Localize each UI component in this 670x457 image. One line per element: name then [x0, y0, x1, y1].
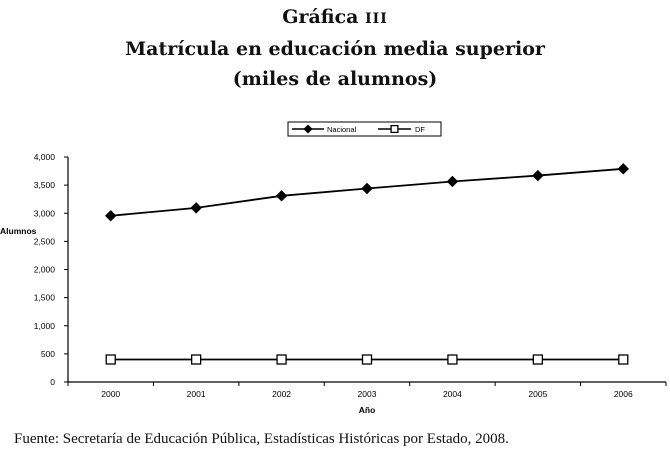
line-chart: 0 500 1,000 1,500 2,000 2,500 3,000 3,500 4,000 2… — [0, 121, 667, 415]
data-point-nacional — [361, 182, 373, 195]
data-point-nacional — [190, 202, 202, 214]
data-point-nacional — [617, 163, 629, 175]
data-point-df — [532, 354, 544, 365]
data-point-nacional — [446, 175, 459, 188]
x-tick-label: 2000 — [101, 389, 120, 399]
x-tick-label: 2001 — [187, 389, 206, 399]
title-line-3: (miles de alumnos) — [232, 68, 438, 90]
title-label: Gráfica — [282, 6, 359, 28]
y-tick-label: 4,000 — [34, 152, 56, 162]
x-tick-label: 2002 — [272, 389, 291, 399]
source-note: Fuente: Secretaría de Educación Pública,… — [14, 431, 509, 447]
x-axis-label: Año — [359, 405, 376, 415]
data-point-df — [276, 354, 287, 365]
chart-title: Gráfica III Matrícula en educación media… — [0, 2, 670, 94]
y-tick-label: 0 — [50, 377, 55, 387]
x-tick-label: 2003 — [358, 389, 377, 399]
y-tick-label: 2,500 — [34, 236, 56, 246]
data-point-df — [447, 354, 458, 365]
data-point-df — [618, 354, 629, 365]
data-point-df — [361, 354, 373, 365]
x-tick-label: 2004 — [443, 389, 462, 399]
legend-label: DF — [415, 125, 425, 134]
y-tick-label: 500 — [41, 349, 55, 359]
legend-marker — [303, 124, 313, 134]
y-tick-label: 2,000 — [34, 265, 56, 275]
y-tick-label: 3,500 — [34, 180, 56, 190]
data-point-nacional — [275, 190, 288, 202]
y-tick-label: 3,000 — [34, 208, 56, 218]
legend-box — [287, 121, 442, 137]
title-number: III — [365, 11, 388, 27]
x-tick-label: 2006 — [614, 389, 633, 399]
legend-label: Nacional — [327, 125, 357, 134]
title-line-2: Matrícula en educación media superior — [125, 38, 545, 60]
legend-marker — [390, 124, 399, 134]
y-tick-label: 1,000 — [34, 321, 56, 331]
data-point-df — [105, 354, 116, 365]
y-axis-label: Alumnos — [0, 226, 37, 236]
title-line-1: Gráfica III — [0, 2, 670, 34]
data-point-nacional — [532, 169, 544, 182]
data-point-nacional — [105, 210, 117, 222]
y-tick-label: 1,500 — [34, 293, 56, 303]
x-tick-label: 2005 — [528, 389, 547, 399]
data-point-df — [190, 354, 202, 365]
